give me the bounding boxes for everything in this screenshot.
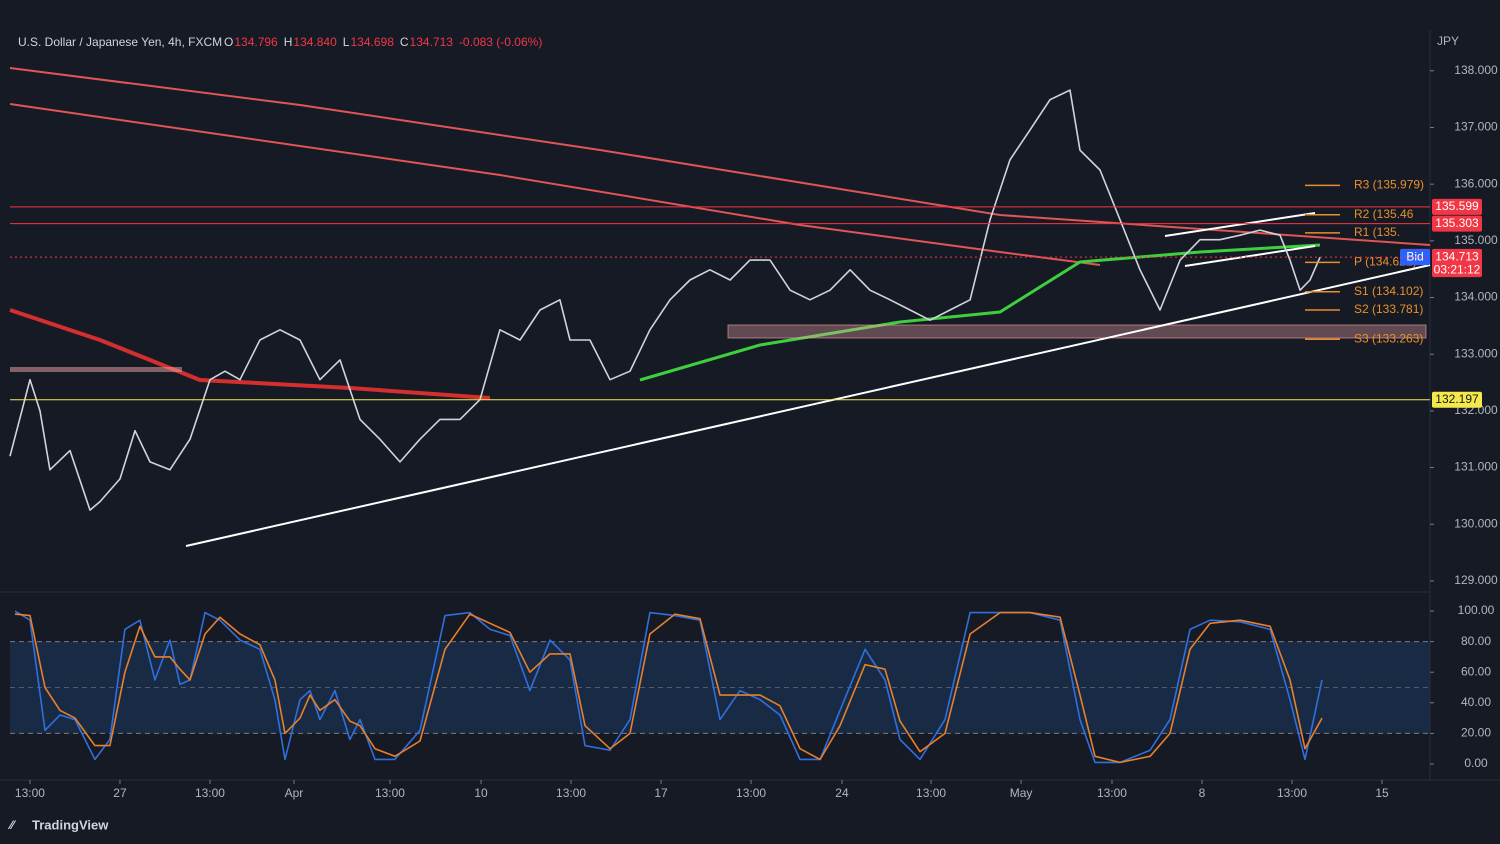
x-tick-label: 27 <box>113 786 127 800</box>
pivot-label: R1 (135. <box>1354 225 1400 239</box>
price-line <box>9 89 1321 511</box>
price-tag <box>1432 215 1482 232</box>
y-tick-label: 129.000 <box>1454 573 1498 587</box>
ohlc-key: C <box>400 35 409 49</box>
moving-average <box>9 308 491 400</box>
ohlc-key: O <box>224 35 233 49</box>
trend-line <box>185 264 1431 547</box>
x-tick-label: 13:00 <box>15 786 45 800</box>
y-tick-label: 60.00 <box>1461 664 1491 678</box>
y-tick-label: 20.00 <box>1461 726 1491 740</box>
pivot-label: S1 (134.102) <box>1354 284 1423 298</box>
y-tick-label: 136.000 <box>1454 176 1498 190</box>
pivot-label: R3 (135.979) <box>1354 178 1424 192</box>
x-tick-label: 13:00 <box>1097 786 1127 800</box>
ohlc-value: 134.713 <box>410 35 454 49</box>
y-tick-label: 130.000 <box>1454 516 1498 530</box>
moving-average <box>9 103 1101 266</box>
price-tag <box>1432 198 1482 215</box>
x-tick-label: 13:00 <box>1277 786 1307 800</box>
ohlc-key: H <box>284 35 293 49</box>
ohlc-value: 134.698 <box>350 35 394 49</box>
x-tick-label: 24 <box>835 786 849 800</box>
y-tick-label: 137.000 <box>1454 120 1498 134</box>
y-tick-label: 80.00 <box>1461 634 1491 648</box>
y-tick-label: 131.000 <box>1454 460 1498 474</box>
price-tag <box>1432 391 1482 408</box>
price-tag-value: 132.197 <box>1435 392 1479 406</box>
ohlc-key: L <box>343 35 350 49</box>
price-line <box>14 611 1323 764</box>
price-tag <box>1432 249 1482 278</box>
ohlc-value: 134.840 <box>293 35 337 49</box>
y-tick-label: 40.00 <box>1461 695 1491 709</box>
pivot-label: S3 (133.263) <box>1354 331 1423 345</box>
y-tick-label: 133.000 <box>1454 346 1498 360</box>
currency: JPY <box>1437 34 1459 48</box>
price-tag-value: 135.303 <box>1435 216 1479 230</box>
y-tick-label: 100.00 <box>1458 603 1495 617</box>
x-tick-label: 17 <box>654 786 668 800</box>
symbol-title: U.S. Dollar / Japanese Yen, 4h, FXCM <box>18 35 222 49</box>
ohlc-value: 134.796 <box>234 35 278 49</box>
y-tick-label: 0.00 <box>1464 756 1488 770</box>
x-tick-label: 8 <box>1199 786 1206 800</box>
pivot-label: S2 (133.781) <box>1354 302 1423 316</box>
price-line <box>14 610 1323 764</box>
x-tick-label: 13:00 <box>736 786 766 800</box>
support-zone <box>10 367 182 372</box>
price-tag-value: 134.713 <box>1435 249 1479 263</box>
drawings <box>9 67 1431 547</box>
price-tag-time: 03:21:12 <box>1434 262 1481 276</box>
price-tag-value: 135.599 <box>1435 199 1479 213</box>
x-tick-label: 13:00 <box>916 786 946 800</box>
x-tick-label: 13:00 <box>195 786 225 800</box>
x-tick-label: 13:00 <box>556 786 586 800</box>
logo: ⁄⁄ <box>7 818 17 832</box>
y-tick-label: 138.000 <box>1454 63 1498 77</box>
pivot-label: R2 (135.46 <box>1354 207 1414 221</box>
x-tick-label: Apr <box>285 786 304 800</box>
channel-line <box>1164 212 1316 237</box>
branding: TradingView <box>32 817 109 832</box>
price-tag-name: Bid <box>1406 249 1423 263</box>
y-tick-label: 134.000 <box>1454 290 1498 304</box>
x-tick-label: 10 <box>474 786 488 800</box>
support-zone <box>727 324 1427 339</box>
x-tick-label: May <box>1010 786 1033 800</box>
moving-average <box>639 243 1321 382</box>
moving-average <box>9 67 1431 246</box>
y-tick-label: 135.000 <box>1454 233 1498 247</box>
ohlc-readout: O 134.796 H 134.840 L 134.698 C 134.713 -0.083 (… <box>224 35 542 49</box>
x-tick-label: 13:00 <box>375 786 405 800</box>
x-tick-label: 15 <box>1375 786 1389 800</box>
channel-line <box>1184 245 1316 267</box>
change: -0.083 (-0.06%) <box>459 35 542 49</box>
